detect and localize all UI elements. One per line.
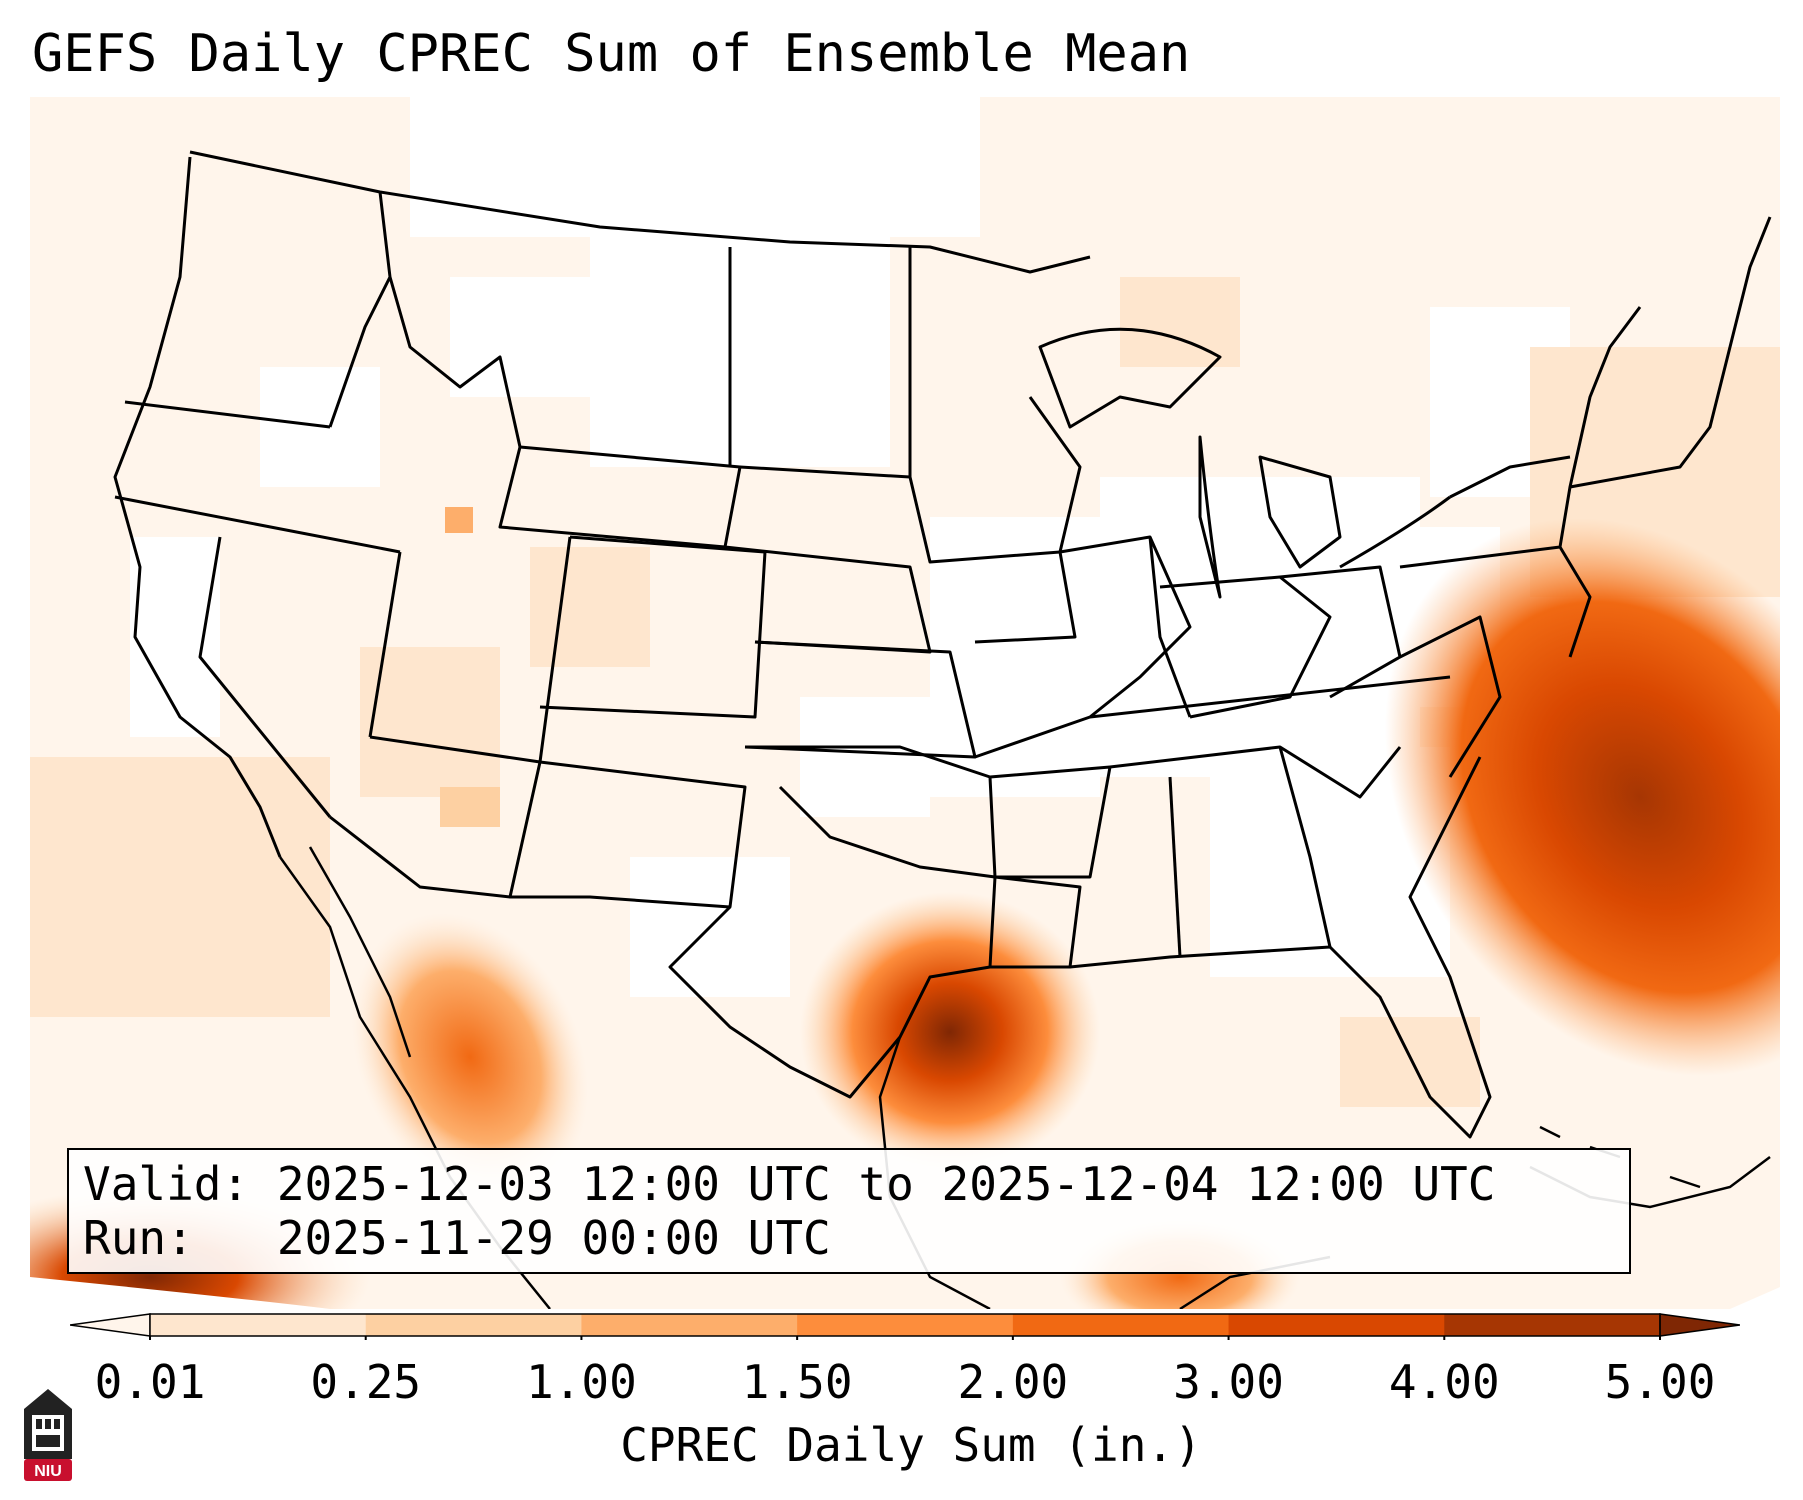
colorbar-band [1012, 1314, 1230, 1336]
domain-edge [30, 1277, 330, 1309]
colorbar-band [150, 1314, 367, 1336]
colorbar-band [1444, 1314, 1661, 1336]
colorbar [70, 1313, 1740, 1340]
colorbar-extend-high [1659, 1313, 1740, 1337]
light-precip-areas [30, 277, 1780, 1107]
no-precip-areas [130, 97, 1570, 997]
colorbar-label: CPREC Daily Sum (in.) [620, 1418, 1202, 1472]
colorbar-tick-label: 2.00 [957, 1355, 1069, 1409]
precip-max-texas-coast [800, 892, 1100, 1172]
run-time-text: Run: 2025-11-29 00:00 UTC [83, 1211, 831, 1265]
precip-mexico-west [351, 913, 589, 1201]
precip-max-atlantic [1384, 518, 1780, 1076]
colorbar-tick-label: 0.01 [94, 1355, 206, 1409]
colorbar-tick-label: 1.50 [741, 1355, 853, 1409]
colorbar-tick-label: 0.25 [310, 1355, 422, 1409]
colorbar-band [365, 1314, 582, 1336]
precip-map [30, 97, 1780, 1309]
domain-edge-right [1730, 1287, 1780, 1309]
colorbar-band [581, 1314, 798, 1336]
niu-logo: NIU [24, 1389, 72, 1481]
precip-spot-utah [445, 507, 473, 533]
colorbar-tick-label: 4.00 [1388, 1355, 1500, 1409]
colorbar-tick-label: 3.00 [1173, 1355, 1284, 1409]
chart-title: GEFS Daily CPREC Sum of Ensemble Mean [32, 24, 1191, 84]
valid-run-box: Valid: 2025-12-03 12:00 UTC to 2025-12-0… [67, 1148, 1631, 1274]
colorbar-outline [149, 1313, 1661, 1337]
state-boundaries [113, 150, 1772, 1139]
niu-logo-text: NIU [34, 1463, 62, 1480]
precip-spot-arizona [440, 787, 500, 827]
colorbar-tick-label: 1.00 [526, 1355, 637, 1409]
colorbar-tick-label: 5.00 [1604, 1355, 1716, 1409]
valid-time-text: Valid: 2025-12-03 12:00 UTC to 2025-12-0… [83, 1157, 1496, 1211]
colorbar-band [1228, 1314, 1445, 1336]
colorbar-band [797, 1314, 1014, 1336]
colorbar-extend-low [70, 1313, 151, 1337]
